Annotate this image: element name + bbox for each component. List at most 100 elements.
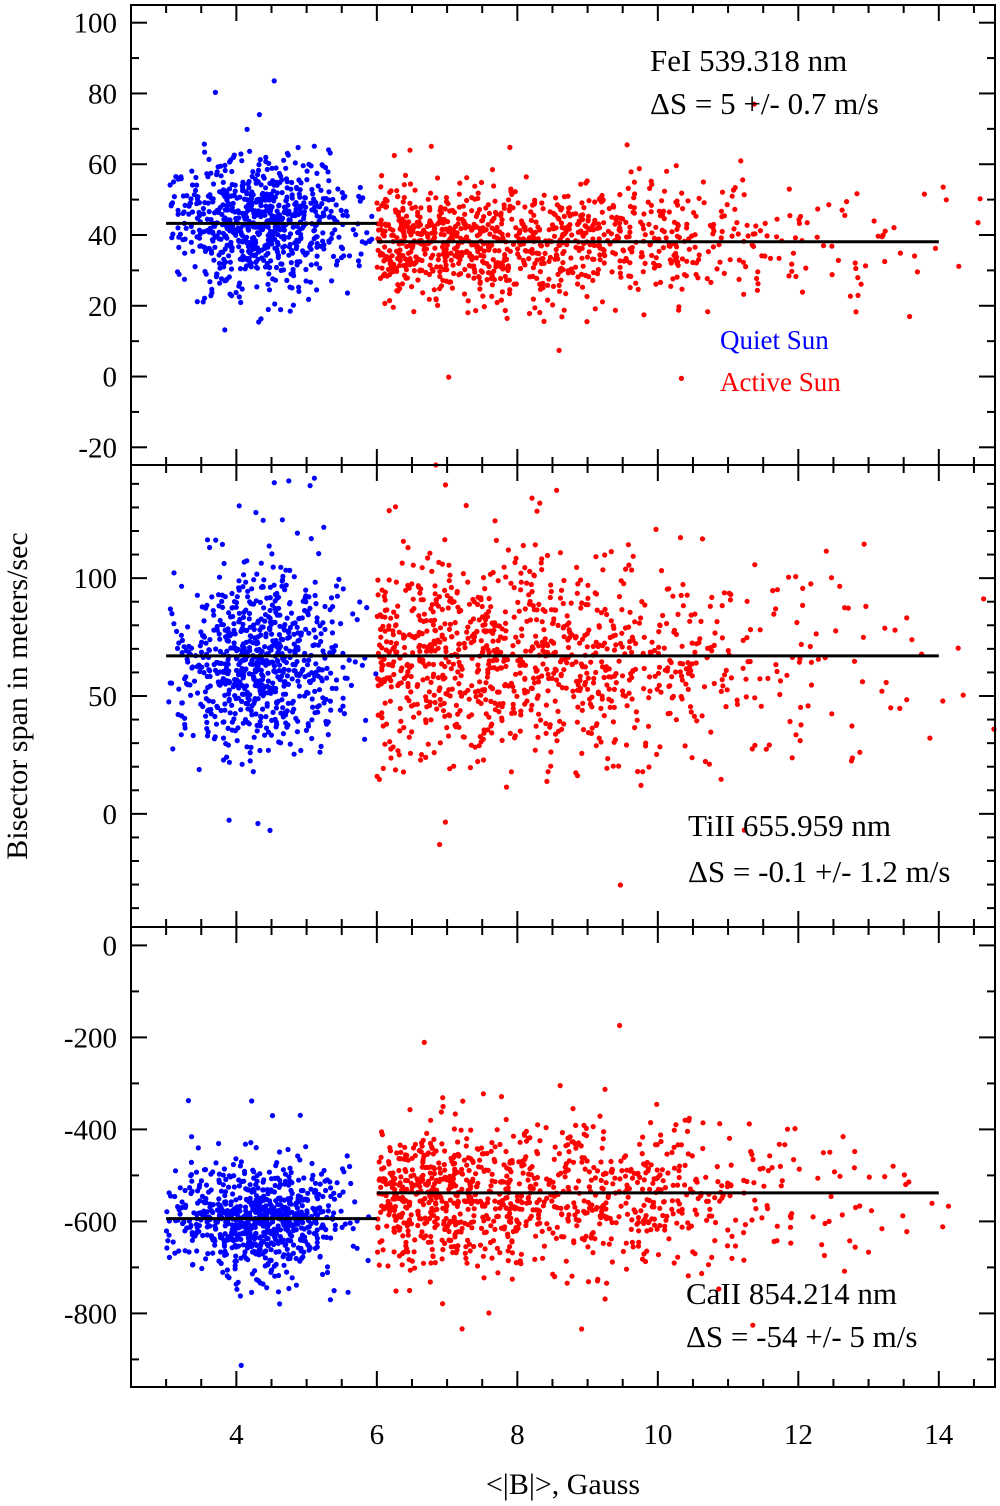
active-sun-point xyxy=(513,634,519,640)
quiet-sun-point xyxy=(218,163,224,169)
active-sun-point xyxy=(540,206,546,212)
active-sun-point xyxy=(605,228,612,234)
quiet-sun-point xyxy=(277,1238,283,1244)
active-sun-point xyxy=(890,1163,896,1169)
active-sun-point xyxy=(670,693,677,700)
quiet-sun-point xyxy=(214,172,220,178)
active-sun-point xyxy=(572,264,579,270)
quiet-sun-point xyxy=(336,576,342,583)
quiet-sun-point xyxy=(303,1144,309,1150)
active-sun-point xyxy=(622,1173,629,1179)
quiet-sun-point xyxy=(228,239,234,245)
active-sun-point xyxy=(407,200,413,206)
quiet-sun-point xyxy=(210,699,216,705)
quiet-sun-point xyxy=(322,626,328,633)
active-sun-point xyxy=(423,719,429,726)
quiet-sun-point xyxy=(226,1184,232,1190)
quiet-sun-point xyxy=(297,693,303,699)
active-sun-point xyxy=(661,188,668,194)
quiet-sun-point xyxy=(259,671,265,677)
quiet-sun-point xyxy=(300,1237,306,1244)
quiet-sun-point xyxy=(237,266,244,272)
active-sun-point xyxy=(439,1256,445,1262)
quiet-sun-point xyxy=(295,144,301,151)
quiet-sun-point xyxy=(312,592,318,599)
quiet-sun-point xyxy=(295,229,301,236)
active-sun-point xyxy=(570,1106,576,1112)
active-sun-point xyxy=(477,1242,484,1248)
active-sun-point xyxy=(624,703,630,709)
active-sun-point xyxy=(380,231,386,237)
quiet-sun-point xyxy=(297,259,303,265)
active-sun-point xyxy=(443,195,450,201)
active-sun-point xyxy=(732,206,738,212)
active-sun-point xyxy=(399,560,405,566)
active-sun-point xyxy=(585,730,592,736)
quiet-sun-point xyxy=(213,721,220,727)
active-sun-point xyxy=(478,638,484,644)
active-sun-point xyxy=(566,620,572,626)
active-sun-point xyxy=(400,538,406,544)
quiet-sun-point xyxy=(166,1190,172,1196)
active-sun-point xyxy=(578,605,584,611)
active-sun-point xyxy=(448,584,454,591)
active-sun-point xyxy=(496,689,502,695)
quiet-sun-point xyxy=(301,1175,307,1181)
active-sun-point xyxy=(681,272,688,278)
active-sun-point xyxy=(403,267,409,273)
active-sun-point xyxy=(563,1258,569,1264)
quiet-sun-point xyxy=(181,1219,187,1225)
active-sun-point xyxy=(624,234,630,240)
active-sun-point xyxy=(586,627,592,633)
active-sun-point xyxy=(497,701,503,707)
quiet-sun-point xyxy=(252,242,258,248)
quiet-sun-point xyxy=(250,640,256,646)
quiet-sun-point xyxy=(210,1237,216,1243)
active-sun-point xyxy=(719,635,726,641)
active-sun-point xyxy=(445,605,451,611)
active-sun-point xyxy=(375,1249,381,1255)
active-sun-point xyxy=(710,244,717,250)
active-sun-point xyxy=(418,586,424,592)
quiet-sun-point xyxy=(331,1210,337,1216)
active-sun-point xyxy=(405,683,411,690)
active-sun-point xyxy=(516,254,522,260)
quiet-sun-point xyxy=(269,165,275,171)
active-sun-point xyxy=(444,226,450,232)
active-sun-point xyxy=(462,1198,468,1205)
active-sun-point xyxy=(786,574,792,580)
quiet-sun-point xyxy=(212,1242,218,1248)
active-sun-point xyxy=(395,288,401,294)
active-sun-point xyxy=(724,202,730,208)
active-sun-point xyxy=(655,670,662,676)
active-sun-point xyxy=(545,297,551,303)
active-sun-point xyxy=(505,266,511,272)
active-sun-point xyxy=(520,542,526,549)
active-sun-point xyxy=(478,245,484,252)
quiet-sun-point xyxy=(217,636,223,642)
active-sun-point xyxy=(535,679,542,685)
quiet-sun-point xyxy=(338,621,344,627)
quiet-sun-point xyxy=(329,630,336,636)
active-sun-point xyxy=(907,313,913,320)
active-sun-point xyxy=(502,252,508,258)
active-sun-point xyxy=(719,677,725,683)
quiet-sun-point xyxy=(206,156,212,162)
quiet-sun-point xyxy=(170,231,176,237)
quiet-sun-point xyxy=(224,754,230,760)
quiet-sun-point xyxy=(285,1196,291,1202)
quiet-sun-point xyxy=(268,1176,275,1182)
active-sun-point xyxy=(516,608,522,614)
active-sun-point xyxy=(535,1122,541,1128)
active-sun-point xyxy=(519,633,525,639)
active-sun-point xyxy=(666,209,672,215)
active-sun-point xyxy=(564,613,570,619)
quiet-sun-point xyxy=(259,682,265,688)
active-sun-point xyxy=(436,252,442,258)
quiet-sun-point xyxy=(286,667,292,673)
active-sun-point xyxy=(538,256,545,262)
active-sun-point xyxy=(452,246,458,252)
quiet-sun-point xyxy=(301,209,307,215)
active-sun-point xyxy=(620,216,626,222)
quiet-sun-point xyxy=(236,237,242,243)
